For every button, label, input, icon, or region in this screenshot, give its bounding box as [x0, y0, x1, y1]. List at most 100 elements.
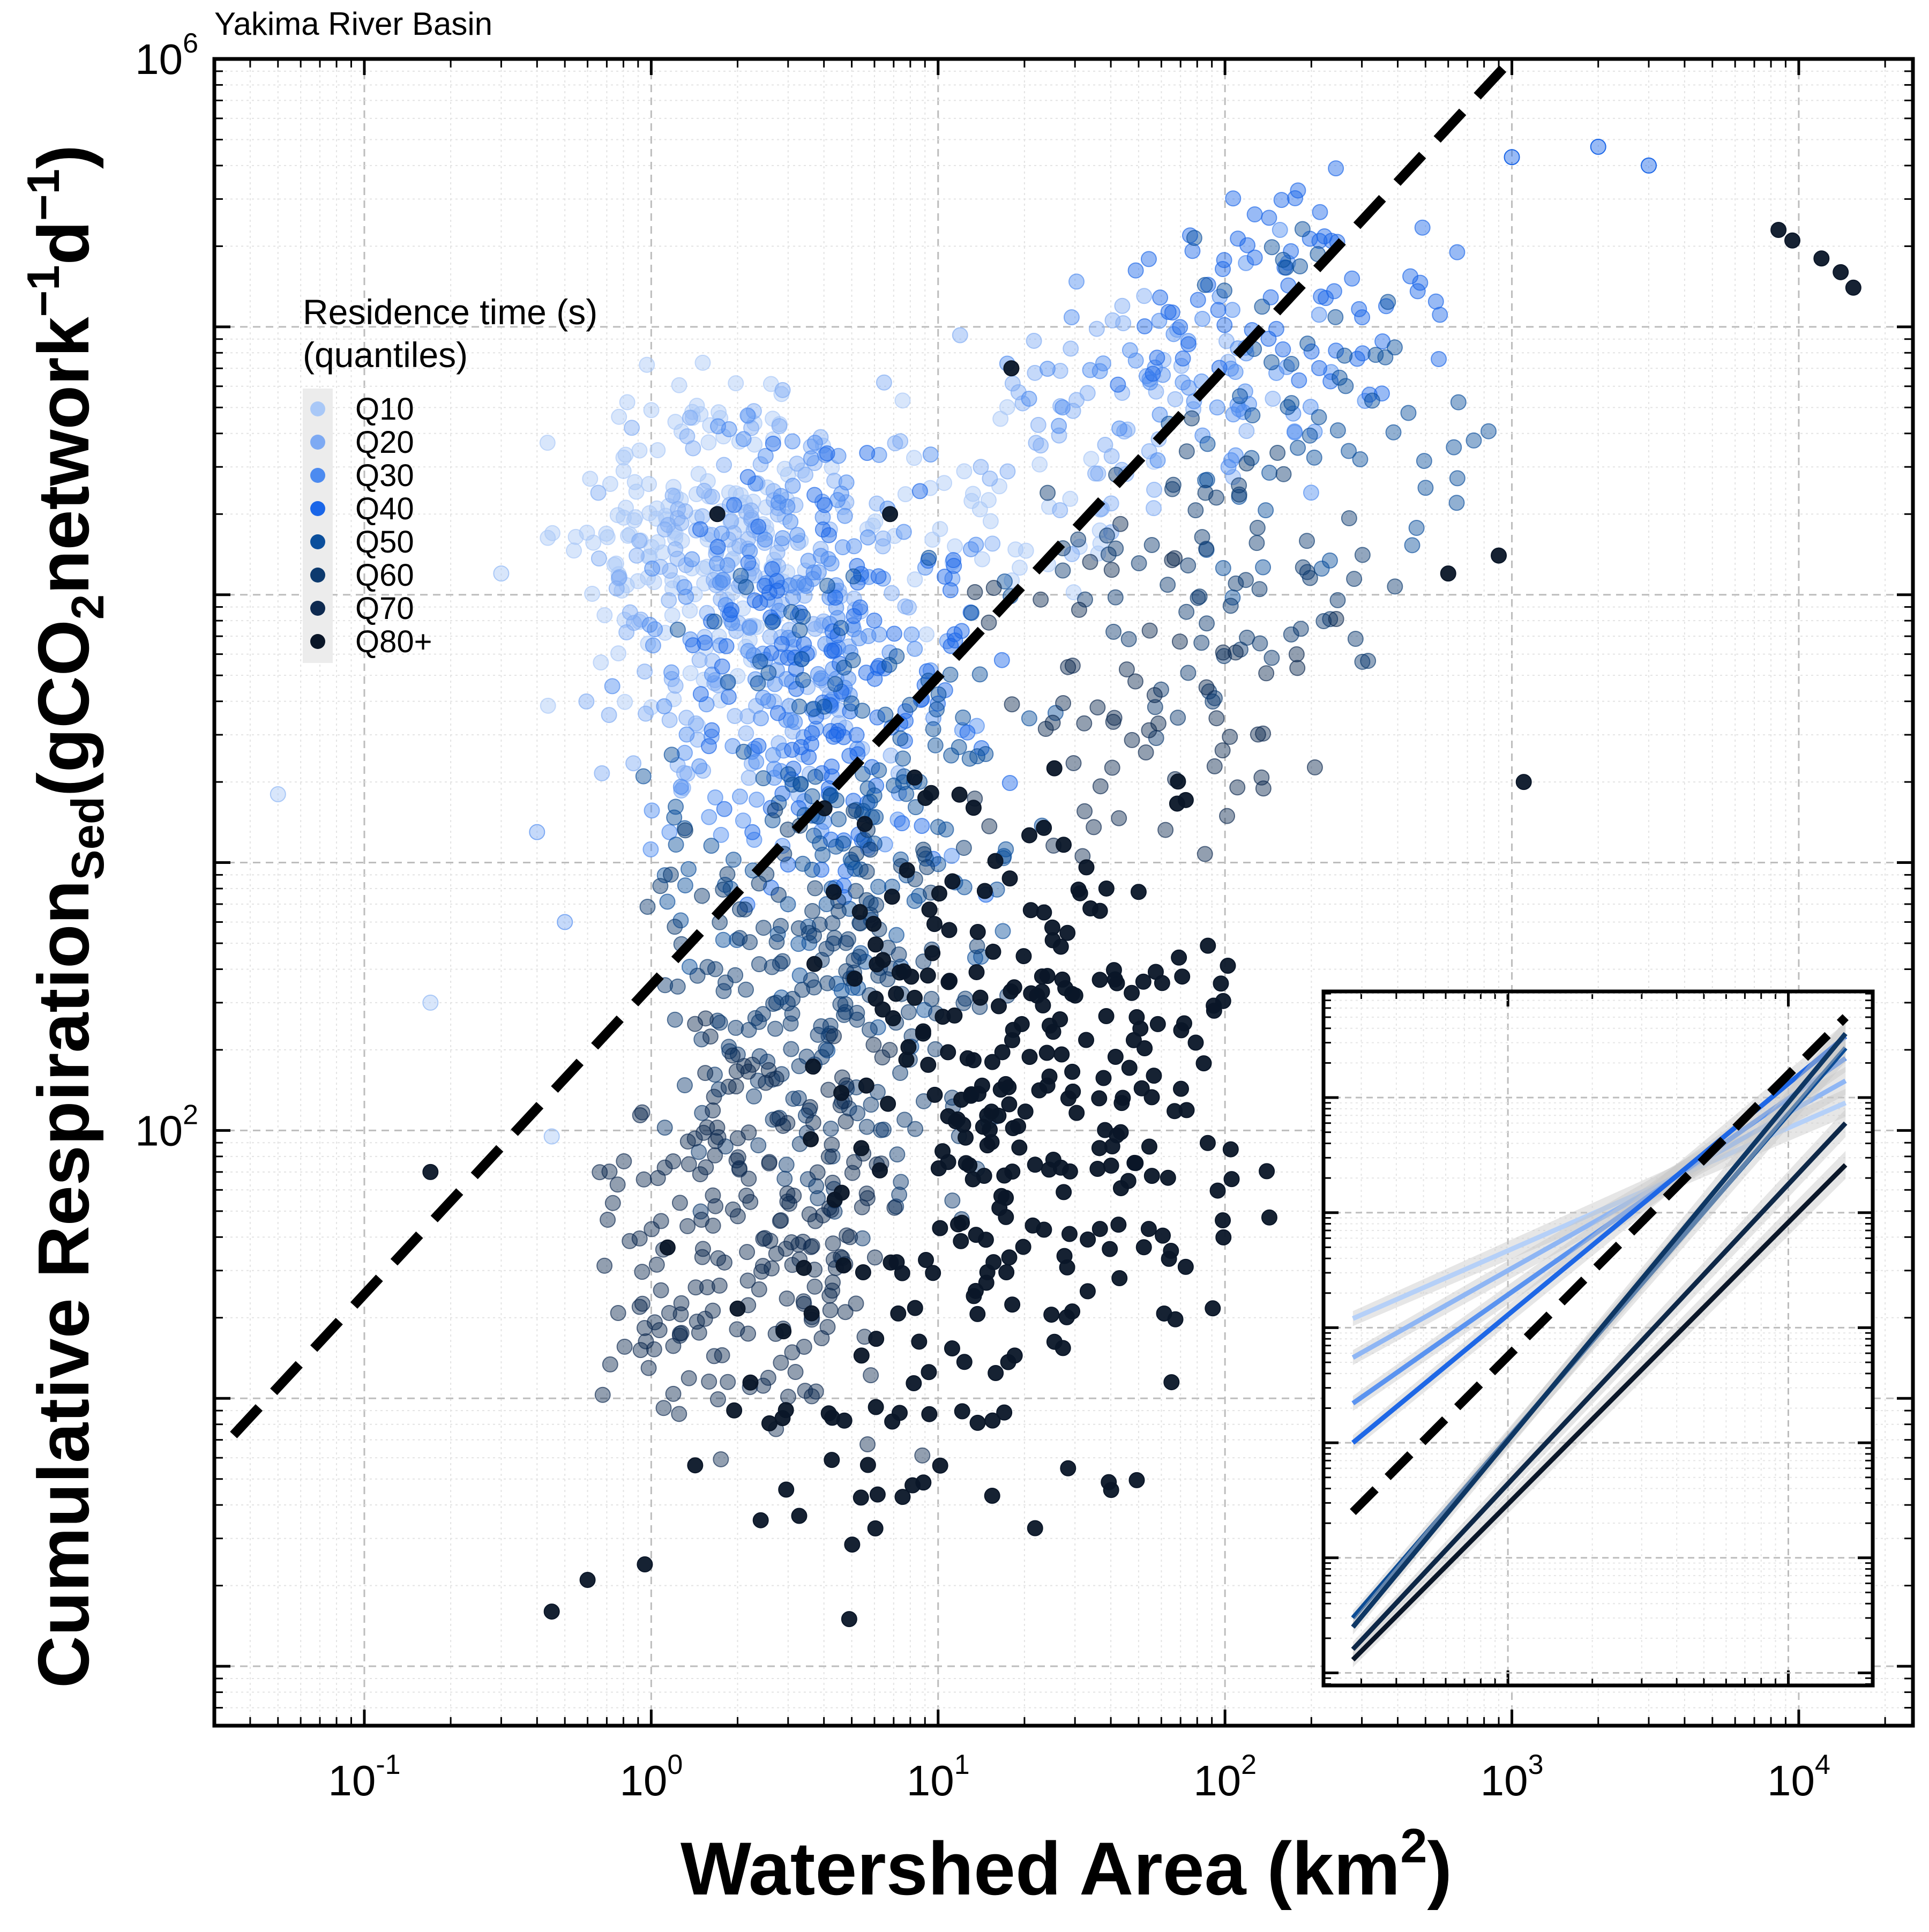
data-point	[865, 1036, 882, 1053]
data-point	[790, 920, 807, 937]
data-point	[816, 698, 833, 715]
series-q70	[592, 516, 1344, 1467]
data-point	[868, 777, 885, 794]
data-point	[1180, 665, 1197, 681]
data-point	[1029, 987, 1045, 1004]
y-axis-title-prefix: Cumulative Respiration	[23, 880, 104, 1688]
legend-marker	[310, 401, 325, 416]
data-point	[669, 510, 686, 526]
data-point	[1303, 343, 1320, 360]
data-point	[715, 572, 731, 588]
data-point	[584, 585, 601, 602]
data-point	[1133, 1080, 1150, 1096]
data-point	[792, 739, 809, 755]
data-point	[729, 932, 745, 949]
data-point	[1187, 1034, 1204, 1051]
data-point	[690, 717, 706, 734]
data-point	[962, 1087, 979, 1104]
data-point	[774, 530, 791, 547]
data-point	[1336, 347, 1353, 364]
data-point	[1313, 288, 1329, 305]
data-point	[1026, 332, 1042, 349]
data-point	[1515, 774, 1532, 790]
data-point	[819, 577, 835, 594]
data-point	[773, 535, 790, 552]
data-point	[848, 1295, 864, 1312]
data-point	[617, 446, 634, 463]
data-point	[725, 852, 742, 868]
data-point	[819, 975, 836, 991]
data-point	[946, 1007, 963, 1024]
data-point	[717, 974, 734, 991]
data-point	[946, 557, 962, 574]
data-point	[1103, 1158, 1119, 1174]
data-point	[1055, 695, 1072, 711]
data-point	[1171, 949, 1187, 966]
data-point	[1199, 615, 1215, 632]
data-point	[738, 981, 754, 998]
legend-marker	[310, 468, 325, 483]
data-point	[1289, 660, 1306, 676]
data-point	[968, 964, 985, 980]
data-point	[1261, 1209, 1277, 1226]
data-point	[771, 886, 787, 903]
data-point	[921, 1364, 937, 1381]
data-point	[1065, 755, 1082, 771]
data-point	[849, 1105, 866, 1122]
data-point	[810, 564, 827, 580]
data-point	[1255, 725, 1272, 742]
data-point	[676, 1077, 693, 1094]
data-point	[1223, 1171, 1240, 1188]
data-point	[1225, 190, 1242, 207]
data-point	[1224, 302, 1240, 318]
data-point	[790, 936, 807, 952]
data-point	[1046, 1333, 1063, 1350]
data-point	[1200, 937, 1216, 954]
data-point	[1303, 484, 1319, 501]
data-point	[702, 1028, 719, 1045]
data-point	[884, 889, 900, 905]
data-point	[1466, 432, 1482, 449]
data-point	[1427, 293, 1444, 310]
data-point	[772, 1213, 788, 1229]
data-point	[753, 710, 769, 727]
data-point	[1033, 591, 1049, 608]
data-point	[1230, 230, 1246, 247]
data-point	[672, 1306, 689, 1323]
data-point	[1215, 560, 1231, 576]
data-point	[1321, 552, 1338, 569]
data-point	[809, 1164, 826, 1181]
data-point	[701, 1374, 717, 1390]
data-point	[1127, 262, 1144, 279]
data-point	[761, 1415, 777, 1431]
data-point	[1082, 900, 1099, 917]
data-point	[1127, 673, 1143, 690]
data-point	[422, 1163, 439, 1180]
data-point	[1132, 1020, 1149, 1037]
data-point	[1292, 258, 1309, 274]
data-point	[1222, 728, 1238, 745]
data-point	[1385, 424, 1402, 441]
data-point	[615, 463, 632, 479]
data-point	[926, 916, 943, 933]
data-point	[1261, 210, 1277, 226]
data-point	[712, 1015, 728, 1031]
data-point	[729, 1300, 746, 1317]
data-point	[886, 777, 902, 794]
data-point	[661, 712, 678, 728]
data-point	[868, 1399, 884, 1415]
data-point	[794, 981, 811, 998]
data-point	[656, 1159, 673, 1176]
data-point	[639, 356, 655, 373]
data-point	[1164, 552, 1180, 569]
data-point	[779, 498, 796, 515]
data-point	[793, 651, 810, 667]
data-point	[1178, 603, 1195, 620]
data-point	[540, 529, 556, 546]
data-point	[1055, 399, 1071, 416]
data-point	[880, 1095, 896, 1112]
legend-marker	[310, 634, 325, 649]
data-point	[767, 802, 783, 818]
data-point	[724, 1047, 741, 1064]
data-point	[1001, 1096, 1018, 1113]
